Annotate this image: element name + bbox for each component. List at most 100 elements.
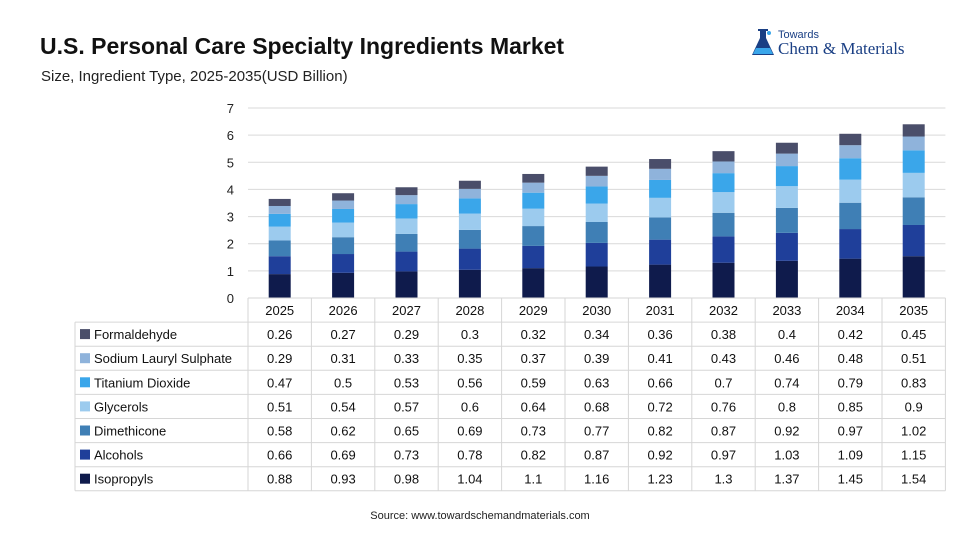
- bar-segment: [395, 251, 418, 272]
- data-label: 0.87: [584, 448, 609, 463]
- data-label: 0.43: [711, 351, 736, 366]
- data-label: 0.73: [521, 424, 546, 439]
- flask-icon: [752, 29, 774, 55]
- data-label: 1.54: [901, 472, 926, 487]
- data-label: 0.7: [714, 375, 732, 390]
- y-tick-label: 6: [227, 128, 234, 143]
- bar-segment: [395, 195, 418, 205]
- data-label: 0.37: [521, 351, 546, 366]
- legend-swatch: [80, 329, 90, 340]
- bar-segment: [395, 218, 418, 234]
- data-label: 0.64: [521, 399, 546, 414]
- data-label: 0.77: [584, 424, 609, 439]
- bar-segment: [839, 133, 862, 146]
- data-label: 1.16: [584, 472, 609, 487]
- bar-segment: [585, 175, 608, 187]
- legend-label: Dimethicone: [94, 424, 166, 439]
- data-label: 0.59: [521, 375, 546, 390]
- bar-segment: [332, 200, 355, 209]
- data-label: 0.5: [334, 375, 352, 390]
- legend-swatch: [80, 449, 90, 460]
- bar-segment: [268, 198, 291, 206]
- bar-segment: [268, 274, 291, 298]
- legend-label: Alcohols: [94, 448, 144, 463]
- x-tick-label: 2034: [836, 303, 865, 318]
- data-label: 0.65: [394, 424, 419, 439]
- data-label: 0.92: [647, 448, 672, 463]
- data-label: 0.82: [521, 448, 546, 463]
- bar-segment: [712, 212, 735, 237]
- bar-segment: [775, 186, 798, 208]
- data-label: 0.54: [330, 399, 355, 414]
- bar-segment: [775, 153, 798, 167]
- bar-segment: [458, 229, 481, 249]
- bar-segment: [902, 150, 925, 173]
- y-tick-label: 7: [227, 101, 234, 116]
- x-tick-label: 2030: [582, 303, 611, 318]
- data-label: 0.35: [457, 351, 482, 366]
- data-label: 0.69: [330, 448, 355, 463]
- bar-segment: [268, 226, 291, 241]
- bar-segment: [649, 179, 672, 198]
- bar-segment: [585, 266, 608, 298]
- data-label: 0.97: [711, 448, 736, 463]
- data-label: 0.31: [330, 351, 355, 366]
- bar-segment: [522, 182, 545, 193]
- data-label: 1.23: [647, 472, 672, 487]
- bar-segment: [649, 239, 672, 265]
- bar-segment: [839, 202, 862, 230]
- bar-segment: [902, 172, 925, 198]
- data-label: 0.73: [394, 448, 419, 463]
- bar-segment: [522, 268, 545, 298]
- bar-segment: [902, 256, 925, 298]
- data-label: 0.4: [778, 327, 796, 342]
- data-label: 0.93: [330, 472, 355, 487]
- data-label: 0.47: [267, 375, 292, 390]
- data-label: 0.63: [584, 375, 609, 390]
- x-tick-label: 2035: [899, 303, 928, 318]
- bar-segment: [902, 124, 925, 137]
- data-label: 0.32: [521, 327, 546, 342]
- data-label: 0.66: [647, 375, 672, 390]
- y-tick-label: 0: [227, 291, 234, 306]
- bar-segment: [585, 186, 608, 204]
- data-label: 1.04: [457, 472, 482, 487]
- data-label: 0.62: [330, 424, 355, 439]
- data-label: 1.02: [901, 424, 926, 439]
- x-tick-label: 2028: [455, 303, 484, 318]
- bar-segment: [585, 222, 608, 243]
- data-label: 1.1: [524, 472, 542, 487]
- bar-segment: [268, 213, 291, 227]
- data-label: 0.6: [461, 399, 479, 414]
- bar-segment: [395, 271, 418, 298]
- data-label: 0.38: [711, 327, 736, 342]
- bar-segment: [268, 240, 291, 257]
- data-label: 0.69: [457, 424, 482, 439]
- bar-segment: [332, 272, 355, 298]
- bar-segment: [712, 262, 735, 298]
- bar-segment: [712, 192, 735, 213]
- data-label: 0.46: [774, 351, 799, 366]
- bar-segment: [268, 205, 291, 214]
- bar-segment: [839, 179, 862, 203]
- bar-segment: [522, 208, 545, 227]
- bar-segment: [395, 204, 418, 219]
- legend-label: Titanium Dioxide: [94, 375, 190, 390]
- data-label: 0.33: [394, 351, 419, 366]
- data-label: 0.58: [267, 424, 292, 439]
- data-label: 0.39: [584, 351, 609, 366]
- y-tick-label: 1: [227, 264, 234, 279]
- legend-swatch: [80, 377, 90, 388]
- bar-segment: [902, 197, 925, 225]
- data-label: 0.41: [647, 351, 672, 366]
- bar-segment: [332, 222, 355, 238]
- bar-segment: [649, 264, 672, 298]
- data-label: 0.8: [778, 399, 796, 414]
- x-tick-label: 2031: [646, 303, 675, 318]
- brand-top-text: Towards: [778, 29, 819, 41]
- x-tick-label: 2033: [772, 303, 801, 318]
- data-label: 1.37: [774, 472, 799, 487]
- bar-segment: [775, 260, 798, 298]
- bar-segment: [268, 256, 291, 275]
